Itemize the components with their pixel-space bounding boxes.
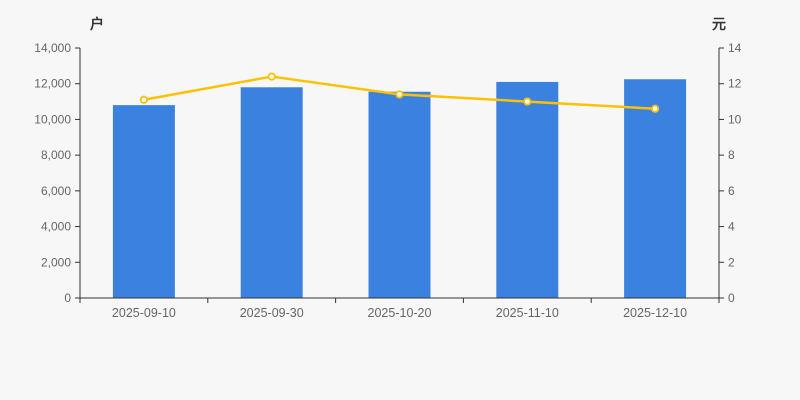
left-axis-tick-label: 6,000 <box>41 184 71 198</box>
x-axis-label: 2025-10-20 <box>368 306 432 320</box>
right-axis-tick-label: 0 <box>728 291 735 305</box>
line-point-2025-12-10[interactable] <box>650 104 660 113</box>
left-axis-tick-label: 2,000 <box>41 255 71 269</box>
bar-2025-10-20[interactable] <box>368 91 431 298</box>
right-axis-tick-label: 6 <box>728 184 735 198</box>
bar-2025-12-10[interactable] <box>624 79 687 298</box>
left-axis-tick-label: 12,000 <box>34 77 71 91</box>
right-axis-tick-label: 8 <box>728 148 735 162</box>
line-point-2025-09-30[interactable] <box>267 72 276 81</box>
line-point-2025-10-20[interactable] <box>395 90 404 99</box>
right-axis-tick-label: 4 <box>728 220 735 234</box>
x-axis-label: 2025-11-10 <box>496 306 559 320</box>
left-axis-tick-label: 8,000 <box>41 148 71 162</box>
x-axis-label: 2025-12-10 <box>623 306 687 320</box>
left-axis-tick-label: 14,000 <box>34 41 71 55</box>
line-point-2025-11-10[interactable] <box>523 97 532 106</box>
right-axis-unit-label: 元 <box>712 16 726 32</box>
left-axis-tick-label: 4,000 <box>41 220 71 234</box>
bar-2025-11-10[interactable] <box>496 81 559 298</box>
line-point-2025-09-10[interactable] <box>139 95 148 104</box>
left-axis-tick-label: 0 <box>64 291 71 305</box>
right-axis-tick-label: 12 <box>728 77 742 91</box>
right-axis-tick-label: 14 <box>728 41 742 55</box>
x-axis-label: 2025-09-30 <box>240 306 304 320</box>
x-axis-label: 2025-09-10 <box>112 306 176 320</box>
left-axis-unit-label: 户 <box>90 16 104 32</box>
bar-2025-09-30[interactable] <box>240 87 303 299</box>
left-axis-tick-label: 10,000 <box>34 112 71 126</box>
right-axis-tick-label: 10 <box>728 112 742 126</box>
right-axis-tick-label: 2 <box>728 255 735 269</box>
bar-2025-09-10[interactable] <box>112 105 175 299</box>
